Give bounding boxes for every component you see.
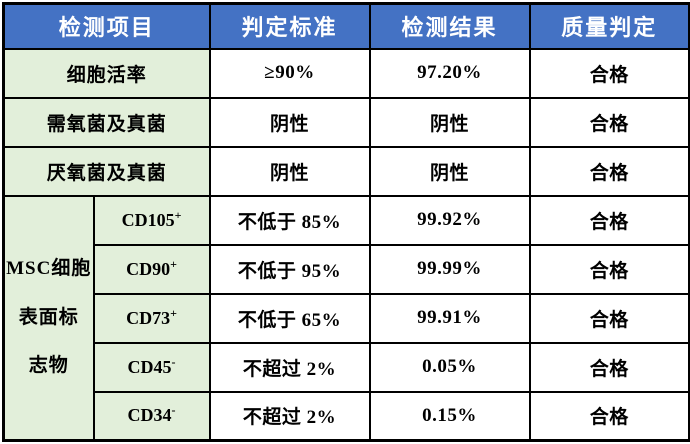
cell-result: 97.20% <box>368 47 531 99</box>
table-row-aerobic: 需氧菌及真菌 阴性 阴性 合格 <box>2 96 690 148</box>
cell-standard: 不超过 2% <box>208 341 371 393</box>
header-quality-judgment: 质量判定 <box>528 2 690 50</box>
table-row-cell-viability: 细胞活率 ≥90% 97.20% 合格 <box>2 47 690 99</box>
cell-standard: 阴性 <box>208 145 371 197</box>
cell-judgment: 合格 <box>528 145 690 197</box>
header-test-result: 检测结果 <box>368 2 531 50</box>
marker-sign: - <box>171 354 176 369</box>
msc-group-label: MSC细胞 表面标 志物 <box>2 194 95 442</box>
cell-judgment: 合格 <box>528 390 690 442</box>
marker-sign: + <box>170 256 177 271</box>
table-row-anaerobic: 厌氧菌及真菌 阴性 阴性 合格 <box>2 145 690 197</box>
marker-sign: + <box>174 207 182 222</box>
cell-judgment: 合格 <box>528 292 690 344</box>
marker-text: CD34 <box>127 405 172 426</box>
cell-standard: 不低于 95% <box>208 243 371 295</box>
table-row-cd34: CD34- 不超过 2% 0.15% 合格 <box>4 390 690 442</box>
marker-sign: + <box>170 305 177 320</box>
cell-marker: CD90+ <box>92 243 211 295</box>
cell-result: 0.05% <box>368 341 531 393</box>
marker-text: CD73 <box>126 307 171 328</box>
cell-marker: CD45- <box>92 341 211 393</box>
table-row-cd73: CD73+ 不低于 65% 99.91% 合格 <box>4 292 690 344</box>
cell-standard: 不低于 85% <box>208 194 371 246</box>
table-row-cd105: MSC细胞 表面标 志物 CD105+ 不低于 85% 99.92% 合格 <box>2 194 690 442</box>
cell-result: 0.15% <box>368 390 531 442</box>
cell-judgment: 合格 <box>528 341 690 393</box>
cell-standard: 不低于 65% <box>208 292 371 344</box>
marker-sign: - <box>171 403 176 418</box>
cell-judgment: 合格 <box>528 47 690 99</box>
marker-text: CD105 <box>121 209 175 230</box>
marker-text: CD45 <box>127 356 172 377</box>
cell-item: 厌氧菌及真菌 <box>2 145 211 197</box>
cell-judgment: 合格 <box>528 243 690 295</box>
cell-standard: 阴性 <box>208 96 371 148</box>
cell-marker: CD73+ <box>92 292 211 344</box>
table-row-cd90: CD90+ 不低于 95% 99.99% 合格 <box>4 243 690 295</box>
cell-result: 99.91% <box>368 292 531 344</box>
cell-marker: CD34- <box>92 390 211 442</box>
marker-text: CD90 <box>126 258 171 279</box>
cell-judgment: 合格 <box>528 194 690 246</box>
header-row: 检测项目 判定标准 检测结果 质量判定 <box>2 2 690 50</box>
cell-standard: ≥90% <box>208 47 371 99</box>
cell-result: 阴性 <box>368 145 531 197</box>
table-row-cd45: CD45- 不超过 2% 0.05% 合格 <box>4 341 690 393</box>
cell-judgment: 合格 <box>528 96 690 148</box>
cell-result: 99.99% <box>368 243 531 295</box>
cell-standard: 不超过 2% <box>208 390 371 442</box>
cell-result: 99.92% <box>368 194 531 246</box>
header-test-item: 检测项目 <box>2 2 211 50</box>
cell-result: 阴性 <box>368 96 531 148</box>
header-judgment-standard: 判定标准 <box>208 2 371 50</box>
cell-item: 细胞活率 <box>2 47 211 99</box>
cell-item: 需氧菌及真菌 <box>2 96 211 148</box>
cell-marker: CD105+ <box>92 194 211 246</box>
